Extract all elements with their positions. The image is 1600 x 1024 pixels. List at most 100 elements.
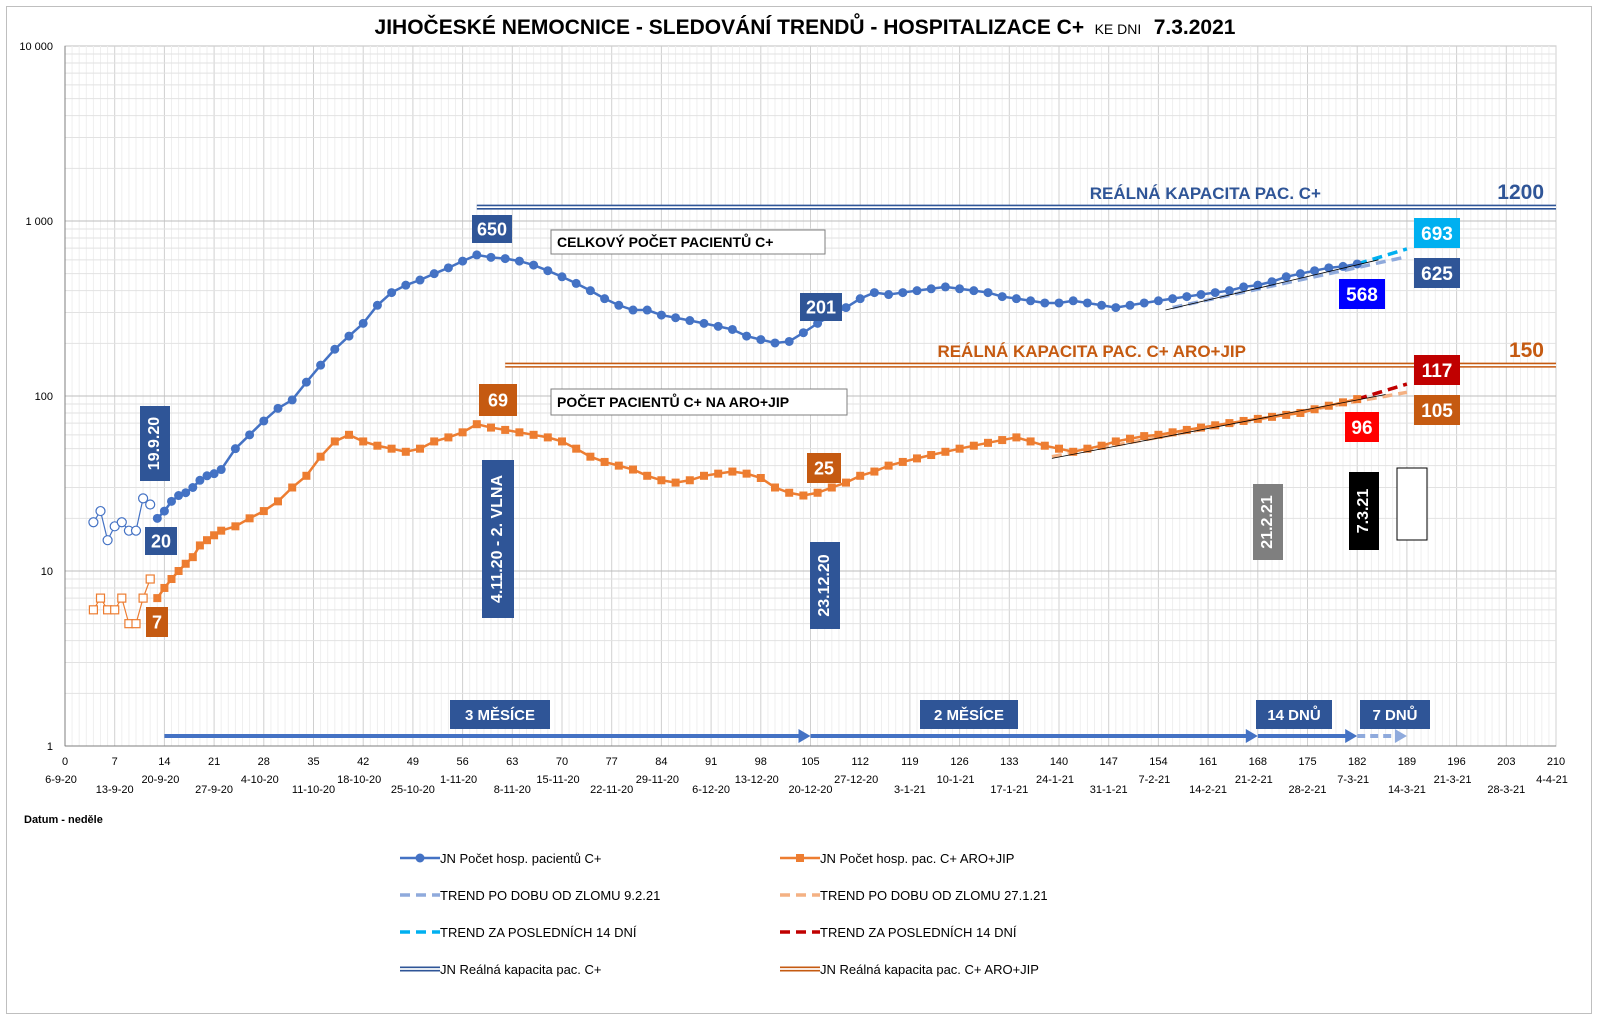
data-point — [372, 300, 382, 310]
data-point — [1111, 303, 1121, 313]
value-box-label: 568 — [1346, 285, 1378, 306]
data-point — [898, 457, 907, 466]
data-point — [415, 275, 425, 285]
data-point — [1182, 292, 1192, 302]
data-point — [1154, 430, 1163, 439]
period-label-box — [1256, 700, 1332, 729]
data-point — [210, 531, 219, 540]
x-tick-label: 7 — [112, 756, 118, 768]
x-tick-label: 182 — [1348, 756, 1366, 768]
data-point — [287, 395, 297, 405]
data-point — [543, 266, 553, 276]
early-point — [138, 493, 149, 504]
data-point — [713, 321, 723, 331]
x-tick-label: 189 — [1398, 756, 1416, 768]
data-point — [259, 507, 268, 516]
data-point — [1026, 437, 1035, 446]
data-point — [1310, 266, 1320, 276]
data-point — [1224, 286, 1234, 296]
data-point — [345, 430, 353, 439]
x-date-label: 28-3-21 — [1487, 784, 1525, 796]
data-point — [642, 305, 652, 315]
data-point — [728, 467, 737, 476]
data-point — [167, 496, 176, 506]
x-tick-label: 112 — [851, 756, 869, 768]
x-tick-label: 98 — [755, 756, 767, 768]
data-point — [152, 513, 162, 523]
data-point — [1268, 412, 1276, 421]
x-tick-label: 161 — [1199, 756, 1217, 768]
early-point — [88, 605, 99, 615]
period-label-text: 7 DNŮ — [1372, 705, 1417, 724]
data-point — [1054, 298, 1064, 308]
data-point — [1239, 282, 1249, 292]
x-date-label: 14-2-21 — [1189, 784, 1227, 796]
data-point — [1026, 296, 1036, 306]
data-point — [614, 461, 623, 470]
legend-label: JN Reálná kapacita pac. C+ — [440, 962, 602, 977]
data-point — [1239, 416, 1248, 425]
period-arrowhead — [798, 729, 811, 743]
x-date-label: 4-10-20 — [241, 774, 279, 786]
x-date-label: 29-11-20 — [636, 774, 679, 786]
data-point — [869, 288, 879, 298]
x-tick-label: 147 — [1100, 756, 1118, 768]
data-point — [416, 444, 424, 453]
data-point — [1310, 405, 1319, 414]
data-point — [1182, 425, 1191, 434]
x-tick-label: 42 — [357, 756, 369, 768]
x-date-label: 17-1-21 — [990, 784, 1028, 796]
data-point — [727, 324, 737, 334]
vertical-label-text: 4.11.20 - 2. VLNA — [489, 475, 506, 604]
x-date-label: 27-12-20 — [834, 774, 878, 786]
x-date-label: 21-3-21 — [1434, 774, 1472, 786]
data-point — [998, 436, 1007, 445]
data-point — [898, 288, 908, 298]
vertical-label-box — [810, 542, 840, 629]
data-point — [657, 476, 666, 485]
vertical-label-box — [1396, 467, 1428, 541]
data-point — [1125, 300, 1135, 310]
data-point — [429, 269, 439, 279]
x-tick-label: 84 — [655, 756, 667, 768]
period-arrowhead — [1245, 729, 1258, 743]
chart-title: JIHOČESKÉ NEMOCNICE - SLEDOVÁNÍ TRENDŮ -… — [375, 13, 1236, 39]
data-point — [756, 335, 766, 345]
early-point — [138, 593, 148, 603]
capacity-value: 150 — [1509, 339, 1544, 362]
vertical-label-text: 7.3.21 — [1355, 489, 1372, 534]
data-point — [742, 331, 752, 341]
value-box — [1414, 395, 1460, 425]
data-point — [884, 290, 894, 300]
capacity-lines: REÁLNÁ KAPACITA PAC. C+ 1200 REÁLNÁ KAPACI… — [476, 181, 1556, 368]
data-point — [1068, 296, 1078, 306]
value-box-label: 625 — [1421, 264, 1453, 285]
data-point — [167, 575, 176, 584]
data-point — [1082, 298, 1092, 308]
data-point — [401, 447, 410, 456]
data-point — [515, 428, 524, 437]
data-point — [557, 272, 567, 282]
data-point — [827, 483, 836, 492]
data-point — [771, 483, 779, 492]
text-box-label: POČET PACIENTŮ C+ NA ARO+JIP — [557, 392, 789, 410]
data-point — [1097, 300, 1107, 310]
data-point — [927, 451, 936, 460]
data-point — [245, 514, 254, 523]
data-point — [1296, 408, 1305, 417]
data-point — [586, 452, 595, 461]
x-tick-label: 63 — [506, 756, 518, 768]
data-point — [231, 522, 240, 531]
data-point — [316, 452, 325, 461]
value-box-label: 201 — [806, 297, 836, 317]
early-point — [117, 593, 127, 603]
data-point — [159, 506, 169, 516]
data-point — [628, 305, 638, 315]
x-date-label: 4-4-21 — [1536, 774, 1568, 786]
data-point — [472, 250, 482, 260]
trend-line — [1356, 382, 1408, 401]
data-point — [614, 300, 624, 310]
data-point — [714, 469, 723, 478]
data-point — [997, 292, 1007, 302]
data-point — [1267, 277, 1277, 287]
